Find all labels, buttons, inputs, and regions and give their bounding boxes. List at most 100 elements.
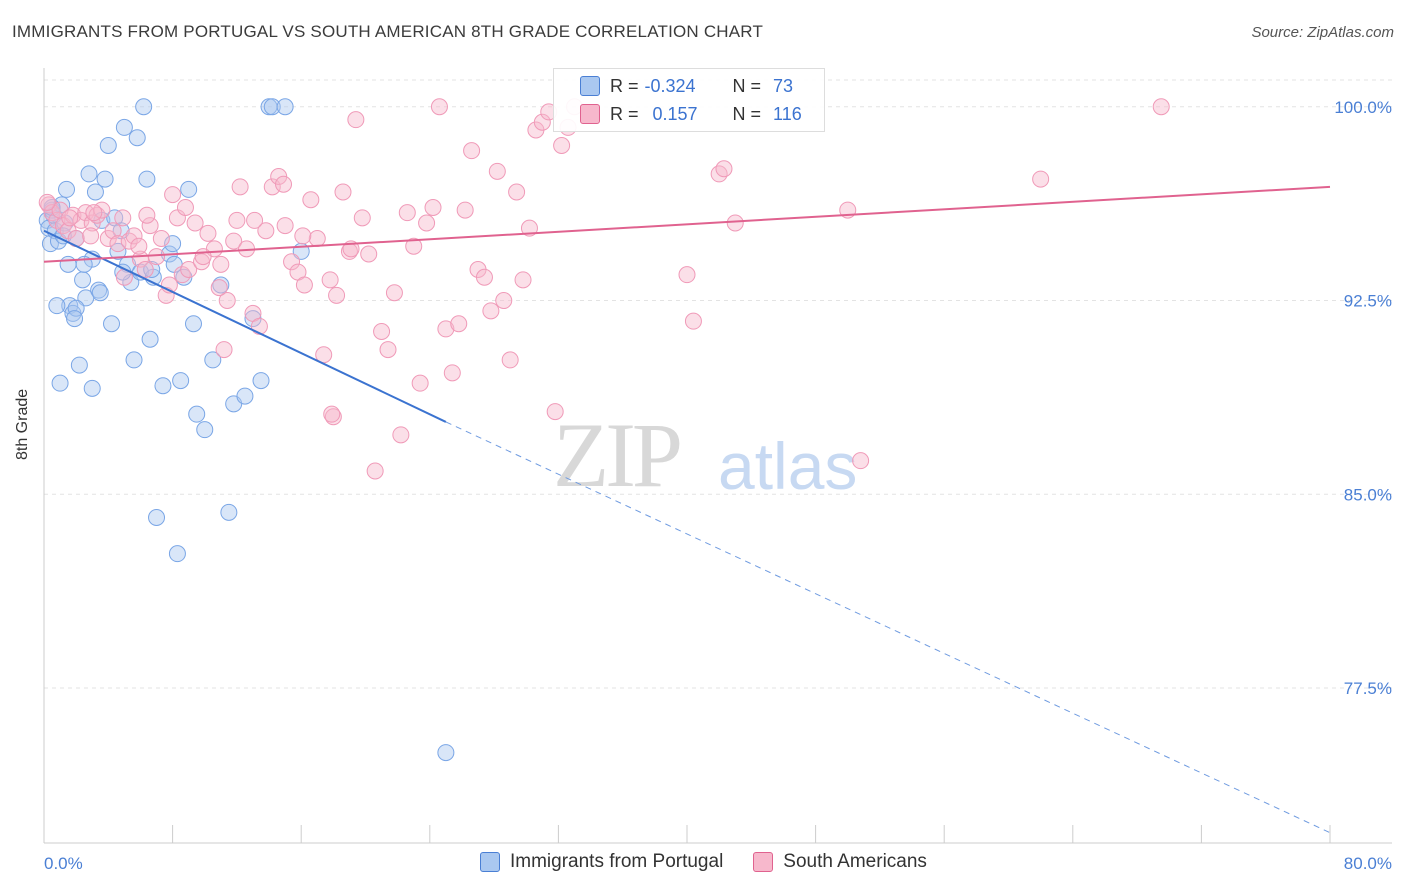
data-point-portugal xyxy=(48,297,66,315)
data-point-south-americans xyxy=(212,255,230,273)
data-point-portugal xyxy=(80,165,98,183)
data-point-portugal xyxy=(125,351,143,369)
data-point-south-americans xyxy=(405,237,423,255)
data-point-portugal xyxy=(154,377,172,395)
data-point-south-americans xyxy=(334,183,352,201)
data-point-south-americans xyxy=(520,219,538,237)
data-point-south-americans xyxy=(125,227,143,245)
legend-item-portugal[interactable]: Immigrants from Portugal xyxy=(480,851,723,873)
data-point-south-americans xyxy=(392,426,410,444)
watermark-atlas: atlas xyxy=(718,429,858,503)
data-point-south-americans xyxy=(379,341,397,359)
data-point-south-americans xyxy=(141,217,159,235)
data-point-portugal xyxy=(143,261,161,278)
y-tick-label: 92.5% xyxy=(1344,292,1392,311)
data-point-south-americans xyxy=(424,199,442,216)
data-point-south-americans xyxy=(218,292,236,309)
data-point-portugal xyxy=(196,421,214,439)
watermark-zip: ZIP xyxy=(553,404,683,506)
data-point-south-americans xyxy=(684,312,702,330)
data-point-south-americans xyxy=(295,276,313,294)
data-point-south-americans xyxy=(852,452,870,470)
data-point-south-americans xyxy=(463,142,481,160)
data-point-south-americans xyxy=(152,230,170,247)
legend-item-south-americans[interactable]: South Americans xyxy=(753,851,927,873)
data-point-south-americans xyxy=(475,268,493,286)
data-point-portugal xyxy=(90,281,108,299)
data-point-south-americans xyxy=(194,248,212,266)
data-point-south-americans xyxy=(257,222,275,240)
data-point-south-americans xyxy=(308,230,326,247)
data-point-south-americans xyxy=(215,341,233,359)
data-point-south-americans xyxy=(82,227,100,245)
legend-r-value: -0.324 xyxy=(644,75,696,96)
data-point-south-americans xyxy=(275,175,293,193)
data-point-portugal xyxy=(172,372,190,390)
legend-label-portugal: Immigrants from Portugal xyxy=(510,851,724,872)
data-point-south-americans xyxy=(443,364,461,382)
data-point-south-americans xyxy=(347,111,365,129)
data-point-south-americans xyxy=(302,191,320,209)
data-point-south-americans xyxy=(263,178,281,196)
data-point-portugal xyxy=(135,98,153,116)
trend-line-south-americans xyxy=(43,185,1331,263)
data-point-south-americans xyxy=(482,302,500,320)
data-point-south-americans xyxy=(114,209,132,227)
data-point-south-americans xyxy=(411,374,429,392)
data-point-south-americans xyxy=(501,351,519,369)
data-point-portugal xyxy=(141,330,159,348)
data-point-south-americans xyxy=(250,317,268,335)
data-point-portugal xyxy=(204,351,222,369)
data-point-south-americans xyxy=(418,214,436,232)
data-point-south-americans xyxy=(148,248,166,266)
data-point-portugal xyxy=(103,315,121,333)
data-point-portugal xyxy=(252,372,270,390)
data-point-south-americans xyxy=(726,214,744,232)
data-point-portugal xyxy=(59,255,77,273)
data-point-south-americans xyxy=(398,204,416,222)
y-tick-label: 100.0% xyxy=(1334,98,1392,117)
data-point-south-americans xyxy=(324,408,342,426)
data-point-portugal xyxy=(51,374,69,392)
data-point-portugal xyxy=(168,545,186,563)
data-point-portugal xyxy=(86,183,104,201)
data-point-south-americans xyxy=(85,204,103,222)
y-tick-label: 85.0% xyxy=(1344,485,1392,504)
data-point-south-americans xyxy=(228,211,246,229)
data-point-south-americans xyxy=(164,186,182,204)
data-point-south-americans xyxy=(1032,170,1050,188)
legend-r-value: 0.157 xyxy=(652,103,698,124)
data-point-portugal xyxy=(220,503,238,521)
data-point-south-americans xyxy=(546,403,564,421)
data-point-south-americans xyxy=(138,206,156,224)
trend-lines xyxy=(43,185,1331,834)
data-point-south-americans xyxy=(678,266,696,284)
x-tick-label: 0.0% xyxy=(44,854,83,873)
data-point-portugal xyxy=(58,180,76,198)
legend-swatch-pink xyxy=(753,852,774,872)
data-point-portugal xyxy=(99,137,117,154)
legend-n-label: N = xyxy=(732,75,762,96)
data-point-south-americans xyxy=(180,261,198,278)
data-point-portugal xyxy=(138,170,156,188)
series-immigrants-from-portugal xyxy=(38,98,455,762)
data-point-south-americans xyxy=(495,292,513,309)
data-point-south-americans xyxy=(210,279,228,297)
data-point-portugal xyxy=(70,356,88,374)
data-point-portugal xyxy=(164,235,182,253)
legend-r-label: R = xyxy=(610,75,639,96)
data-point-south-americans xyxy=(437,320,455,338)
legend-row-portugal: R = -0.324 N = 73 xyxy=(554,72,793,100)
data-point-south-americans xyxy=(366,462,384,480)
data-point-portugal xyxy=(74,271,92,289)
legend-r-label: R = xyxy=(610,103,639,124)
data-point-south-americans xyxy=(430,98,448,116)
tick-labels: 77.5% 85.0% 92.5% 100.0% 0.0% 80.0% xyxy=(44,98,1392,873)
data-point-portugal xyxy=(437,744,455,762)
data-point-south-americans xyxy=(61,209,79,227)
data-point-south-americans xyxy=(385,284,403,302)
data-point-south-americans xyxy=(186,214,204,232)
y-tick-label: 77.5% xyxy=(1344,679,1392,698)
legend-row-south-americans: R = 0.157 N = 116 xyxy=(554,100,802,128)
